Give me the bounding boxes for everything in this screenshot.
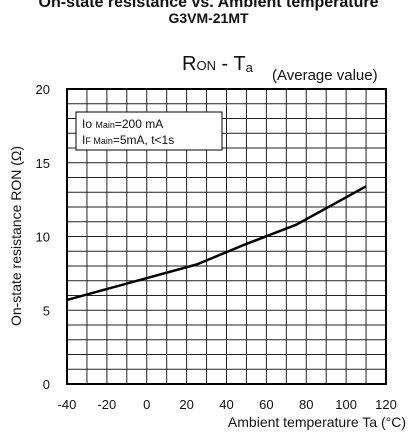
y-tick-label: 15 — [36, 156, 50, 171]
series — [66, 185, 367, 302]
chart-title-on: ON — [196, 58, 216, 73]
y-tick-labels: 0 5 10 15 20 — [36, 82, 50, 392]
plot-frame — [66, 88, 387, 385]
chart-title: RON - Ta — [182, 53, 254, 75]
legend-line-2: IF Main=5mA, t<1s — [82, 133, 174, 147]
legend-2-value: =5mA, t<1s — [113, 133, 174, 147]
x-tick-label: 120 — [375, 397, 397, 412]
x-tick-label: 60 — [259, 397, 273, 412]
x-tick-label: -20 — [97, 397, 116, 412]
x-axis-label: Ambient temperature Ta (°C) — [228, 414, 406, 430]
page-title: On-state resistance vs. Ambient temperat… — [38, 0, 379, 11]
chart-title-a: a — [246, 60, 254, 75]
x-tick-label: 80 — [299, 397, 313, 412]
legend-box — [75, 111, 223, 151]
y-tick-label: 10 — [36, 230, 50, 245]
chart-title-dash: - T — [216, 53, 246, 75]
chart-title-r: R — [182, 53, 196, 75]
x-tick-label: -40 — [58, 397, 77, 412]
x-tick-label: 0 — [143, 397, 150, 412]
legend-1-prefix: Io — [82, 117, 95, 131]
x-tick-label: 100 — [335, 397, 357, 412]
x-tick-label: 20 — [179, 397, 193, 412]
x-tick-label: 40 — [219, 397, 233, 412]
y-tick-label: 20 — [36, 82, 50, 97]
legend-2-sub: F Main — [85, 136, 113, 146]
series-line — [66, 185, 367, 302]
legend-1-value: =200 mA — [115, 117, 163, 131]
y-tick-label: 5 — [43, 303, 50, 318]
legend-line-1: Io Main=200 mA — [82, 117, 163, 131]
x-tick-labels: -40 -20 0 20 40 60 80 100 120 — [58, 397, 397, 412]
model-name: G3VM-21MT — [168, 10, 249, 26]
chart-subtitle: (Average value) — [272, 67, 378, 84]
y-axis-label: On-state resistance RON (Ω) — [8, 146, 24, 326]
legend-2-prefix: I — [82, 133, 85, 147]
y-tick-label: 0 — [43, 377, 50, 392]
legend-1-sub: Main — [95, 120, 115, 130]
